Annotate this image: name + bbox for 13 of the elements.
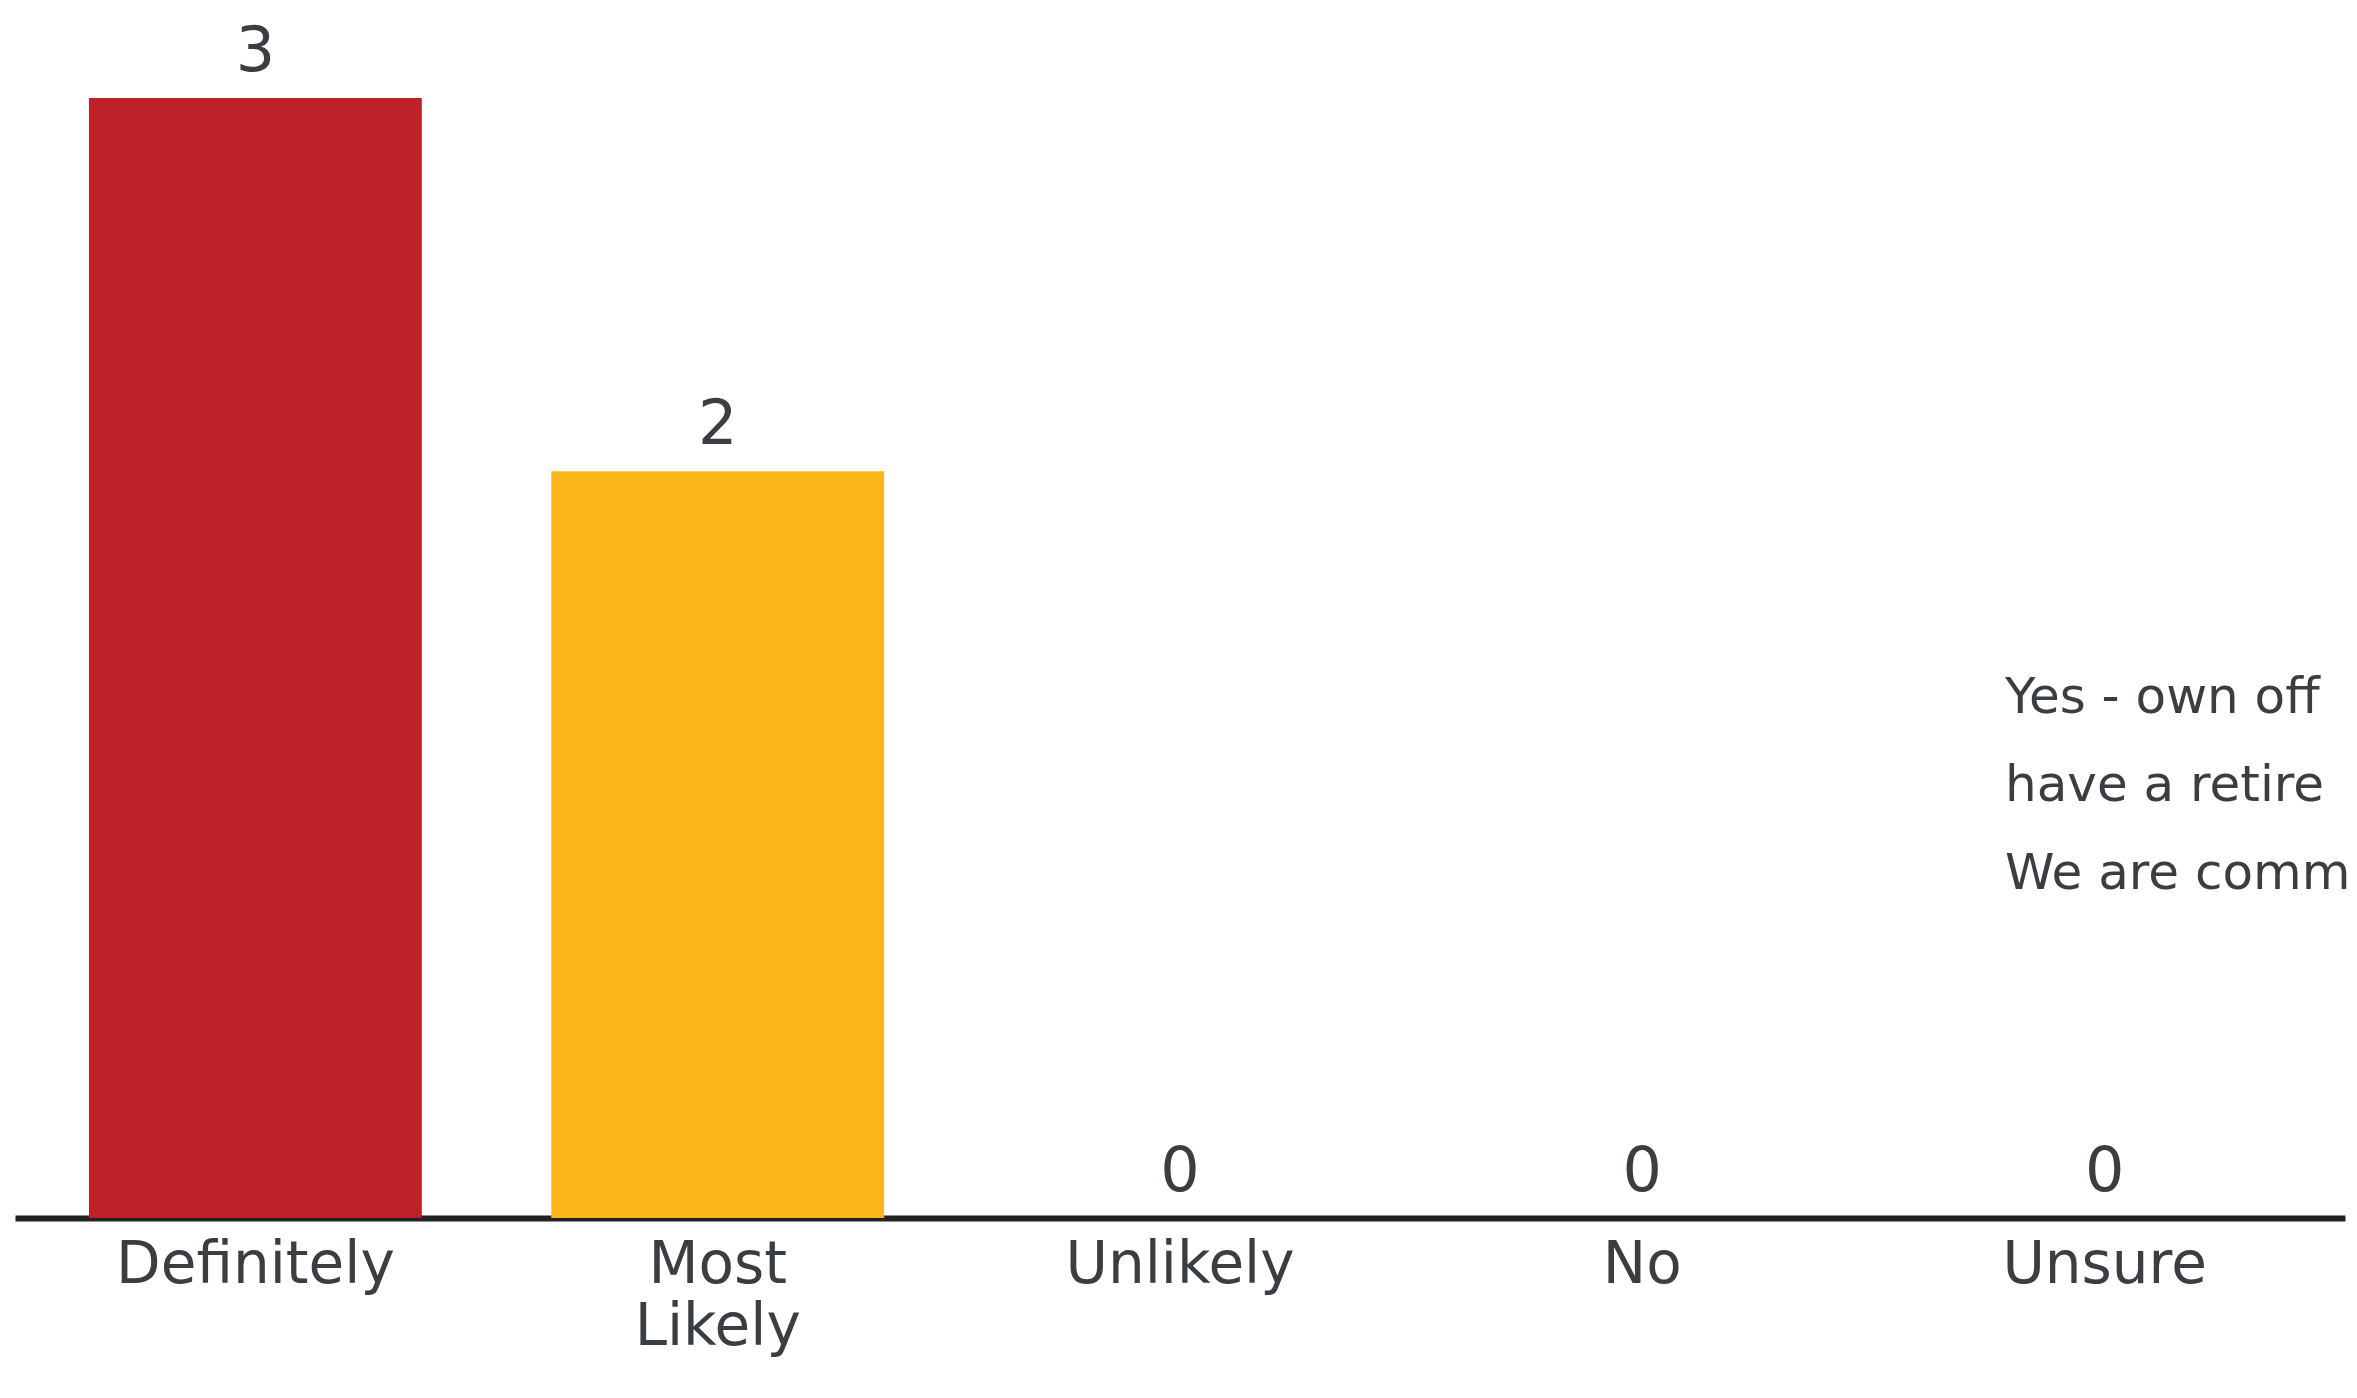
annotation: We are comm bbox=[2005, 843, 2351, 901]
data-label: 0 bbox=[1160, 1133, 1200, 1206]
x-tick-label: Unlikely bbox=[1065, 1228, 1295, 1297]
x-tick-label: Unsure bbox=[2002, 1228, 2207, 1297]
x-tick-label: Most Likely bbox=[634, 1228, 801, 1359]
annotation: Yes - own off bbox=[2004, 667, 2322, 725]
annotation: have a retire bbox=[2005, 755, 2325, 813]
data-label: 2 bbox=[697, 386, 738, 460]
data-label: 0 bbox=[1622, 1133, 1663, 1206]
data-label: 0 bbox=[2084, 1133, 2125, 1206]
x-tick-label: Definitely bbox=[116, 1228, 395, 1297]
x-tick-label: No bbox=[1602, 1228, 1682, 1297]
data-label: 3 bbox=[235, 13, 276, 86]
